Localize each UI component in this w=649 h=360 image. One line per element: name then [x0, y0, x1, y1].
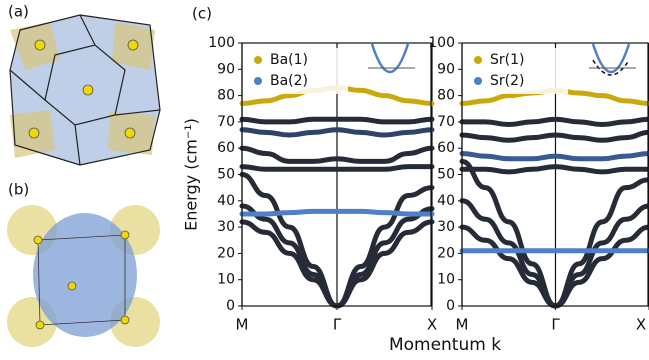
band	[462, 153, 649, 158]
y-tick-label: 10	[437, 272, 455, 288]
highlight-band	[242, 211, 432, 214]
legend-label: Sr(1)	[490, 52, 524, 68]
y-tick-label: 20	[437, 245, 455, 261]
x-tick-label: M	[456, 316, 469, 334]
x-tick-label: X	[636, 316, 646, 334]
legend-label: Ba(2)	[270, 73, 308, 89]
y-tick-label: 10	[217, 272, 235, 288]
x-axis-title: Momentum k	[389, 335, 501, 355]
crystal-a	[10, 15, 160, 165]
y-tick-label: 40	[217, 193, 235, 209]
panel-label: (b)	[8, 181, 29, 199]
y-tick-label: 20	[217, 245, 235, 261]
x-tick-label: M	[236, 316, 249, 334]
y-tick-label: 80	[437, 88, 455, 104]
y-tick-label: 70	[437, 114, 455, 130]
legend: Ba(1) Ba(2)	[248, 48, 348, 94]
y-tick-label: 70	[217, 114, 235, 130]
y-tick-label: 60	[437, 140, 455, 156]
band	[242, 119, 432, 122]
y-tick-label: 80	[217, 88, 235, 104]
y-tick-label: 100	[428, 35, 455, 51]
y-axis-title: Energy (cm⁻¹)	[182, 118, 201, 231]
band	[242, 167, 432, 170]
panel-label: (a)	[8, 3, 29, 21]
panel-label: (c)	[192, 5, 212, 23]
y-tick-label: 90	[217, 61, 235, 77]
x-tick-label: Γ	[551, 316, 560, 334]
x-tick-label: Γ	[333, 316, 342, 334]
legend-label: Ba(1)	[270, 52, 308, 68]
legend-marker	[474, 77, 482, 85]
legend-marker	[474, 56, 482, 64]
legend-marker	[254, 56, 262, 64]
y-tick-label: 0	[226, 298, 235, 314]
y-tick-label: 90	[437, 61, 455, 77]
y-tick-label: 0	[446, 298, 455, 314]
y-tick-label: 30	[217, 219, 235, 235]
legend: Sr(1) Sr(2)	[468, 48, 568, 94]
legend-marker	[254, 77, 262, 85]
figure: (a)(b)(c)0102030405060708090100MΓXBa(1)B…	[0, 0, 649, 360]
y-tick-label: 50	[217, 167, 235, 183]
x-tick-label: X	[427, 316, 437, 334]
crystal-b	[7, 205, 160, 347]
y-tick-label: 40	[437, 193, 455, 209]
y-tick-label: 60	[217, 140, 235, 156]
y-tick-label: 100	[208, 35, 235, 51]
legend-label: Sr(2)	[490, 73, 524, 89]
y-tick-label: 30	[437, 219, 455, 235]
y-tick-label: 50	[437, 167, 455, 183]
